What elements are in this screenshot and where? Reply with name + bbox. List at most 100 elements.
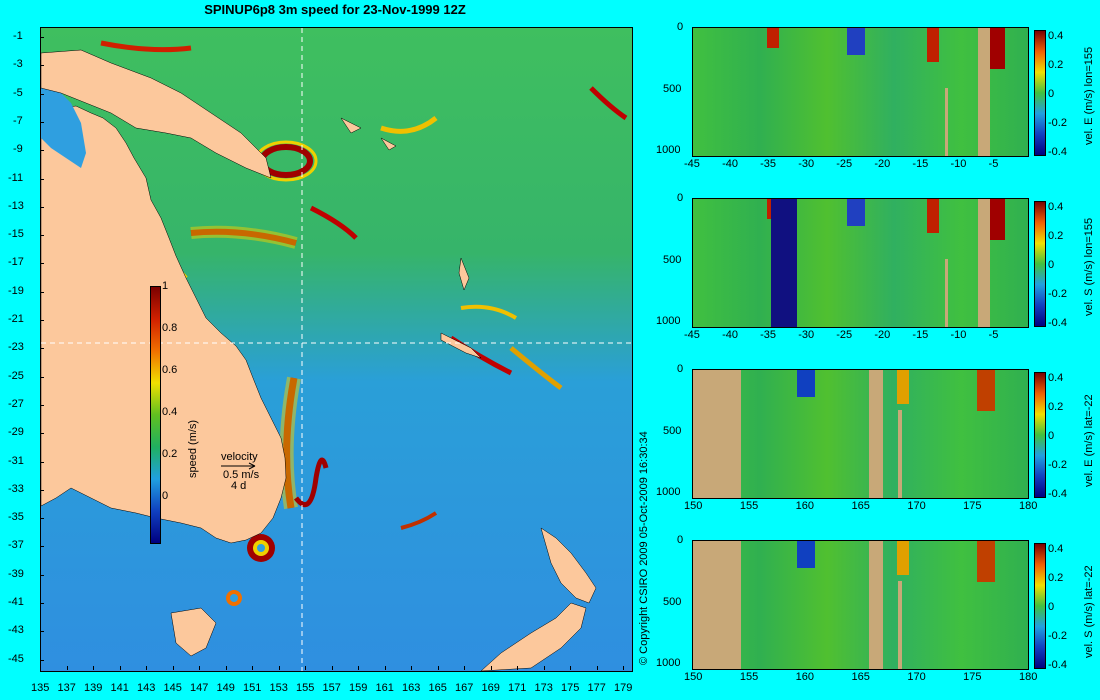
section-x-label: -30 xyxy=(798,158,815,170)
lat-tick-label: -37 xyxy=(8,539,24,552)
lat-tick-mark xyxy=(40,178,44,180)
lat-tick-label: -39 xyxy=(8,567,24,580)
section-x-label: 155 xyxy=(739,671,759,683)
section-x-label: -20 xyxy=(874,158,891,170)
section-y-label: 0 xyxy=(677,192,684,204)
new-zealand-north-island xyxy=(540,527,597,604)
section-x-label: -40 xyxy=(722,329,738,341)
lon-tick-mark xyxy=(225,666,227,670)
lat-tick-label: -45 xyxy=(8,652,24,665)
lon-tick-mark xyxy=(278,666,280,670)
lat-tick-label: -27 xyxy=(8,397,24,410)
section-x-label: -5 xyxy=(988,158,999,170)
lat-tick-label: -29 xyxy=(8,426,24,439)
lat-tick-label: -41 xyxy=(8,596,24,608)
section-x-label: -45 xyxy=(684,158,700,170)
section-x-label: -25 xyxy=(836,329,853,341)
lat-tick-mark xyxy=(40,150,44,152)
section-colorbar-tick: -0.2 xyxy=(1048,288,1067,300)
section-colorbar-label: vel. E (m/s) lat=-22 xyxy=(1083,394,1095,487)
section-field xyxy=(767,28,1005,156)
lon-tick-label: 173 xyxy=(534,682,553,694)
lon-tick-mark xyxy=(331,666,333,670)
lat-tick-mark xyxy=(40,376,44,378)
section-field xyxy=(693,370,995,498)
lon-tick-mark xyxy=(40,666,41,670)
section-colorbar-tick: -0.4 xyxy=(1048,146,1067,158)
lon-tick-mark xyxy=(411,666,412,670)
section-x-label: -20 xyxy=(874,329,891,341)
section-colorbar-tick: -0.4 xyxy=(1048,317,1067,329)
section-y-label: 500 xyxy=(663,82,682,95)
lat-tick-mark xyxy=(40,206,44,208)
lat-tick-mark xyxy=(40,263,44,265)
section-colorbar-tick: 0 xyxy=(1048,88,1055,100)
section-x-label: -10 xyxy=(950,158,967,170)
lat-tick-mark xyxy=(40,404,44,406)
section-x-label: 160 xyxy=(795,671,815,683)
lat-tick-mark xyxy=(40,574,44,576)
section-colorbar-tick: 0.4 xyxy=(1048,30,1064,42)
lon-tick-label: 143 xyxy=(137,682,156,694)
section-x-label: 160 xyxy=(795,500,815,512)
section-colorbar-tick: 0 xyxy=(1048,430,1055,442)
section-colorbar-tick: 0.2 xyxy=(1048,230,1064,242)
section-colorbar-tick: -0.2 xyxy=(1048,459,1067,471)
lon-tick-label: 161 xyxy=(375,682,394,694)
lon-tick-mark xyxy=(146,666,147,670)
section-colorbar-tick: -0.2 xyxy=(1048,117,1067,129)
lat-tick-mark xyxy=(40,93,44,95)
lon-tick-mark xyxy=(490,666,492,670)
section-x-label: 155 xyxy=(739,500,759,512)
lon-tick-label: 167 xyxy=(455,682,474,694)
lat-tick-label: -5 xyxy=(13,86,23,99)
colorbar-tick-label: 0.8 xyxy=(162,322,178,334)
section-x-label: 175 xyxy=(963,500,982,512)
lon-tick-mark xyxy=(623,666,624,670)
lat-tick-label: -9 xyxy=(13,143,23,156)
lon-tick-mark xyxy=(384,666,386,670)
lat-tick-label: -19 xyxy=(8,284,24,297)
lon-tick-label: 179 xyxy=(614,682,633,694)
section-y-label: 0 xyxy=(677,534,684,546)
section-colorbar-tick: 0.4 xyxy=(1048,372,1064,384)
lon-tick-label: 151 xyxy=(243,682,262,694)
section-y-label: 500 xyxy=(663,253,682,266)
section-field xyxy=(767,199,1005,327)
lon-tick-label: 149 xyxy=(216,682,235,694)
lat-tick-label: -23 xyxy=(8,341,24,354)
speed-map-canvas xyxy=(41,28,632,671)
section-colorbar-label: vel. S (m/s) lon=155 xyxy=(1083,217,1095,316)
section-colorbar-tick: 0.2 xyxy=(1048,59,1064,71)
section-colorbar-tick: 0.4 xyxy=(1048,543,1064,555)
section-panel xyxy=(692,369,1029,499)
section-x-label: 150 xyxy=(684,500,703,512)
section-y-label: 1000 xyxy=(656,144,681,157)
lon-tick-mark xyxy=(570,666,571,670)
colorbar-tick-label: 0.4 xyxy=(162,406,178,418)
section-x-label: 170 xyxy=(907,671,926,683)
section-colorbar-label: vel. S (m/s) lat=-22 xyxy=(1083,565,1095,658)
section-x-label: 175 xyxy=(963,671,982,683)
lon-tick-mark xyxy=(358,666,359,670)
lon-tick-mark xyxy=(464,666,465,670)
lat-tick-label: -33 xyxy=(8,482,24,495)
lon-tick-label: 157 xyxy=(322,682,341,694)
lat-tick-label: -3 xyxy=(13,58,23,71)
section-colorbar-tick: -0.2 xyxy=(1048,630,1067,642)
lon-tick-label: 147 xyxy=(190,682,209,694)
section-y-label: 1000 xyxy=(656,486,681,499)
lat-tick-mark xyxy=(40,489,44,491)
eddy-features xyxy=(100,40,628,606)
lon-tick-mark xyxy=(93,666,94,670)
colorbar-tick-label: 1 xyxy=(162,280,169,292)
lat-tick-mark xyxy=(40,659,44,661)
section-x-label: -15 xyxy=(912,158,929,170)
lon-tick-mark xyxy=(119,666,121,670)
lat-tick-label: -17 xyxy=(8,256,24,269)
section-x-label: -35 xyxy=(760,329,777,341)
lat-tick-mark xyxy=(40,235,44,237)
section-panel xyxy=(692,540,1029,670)
lon-tick-label: 145 xyxy=(163,682,182,694)
section-colorbar-tick: -0.4 xyxy=(1048,659,1067,671)
